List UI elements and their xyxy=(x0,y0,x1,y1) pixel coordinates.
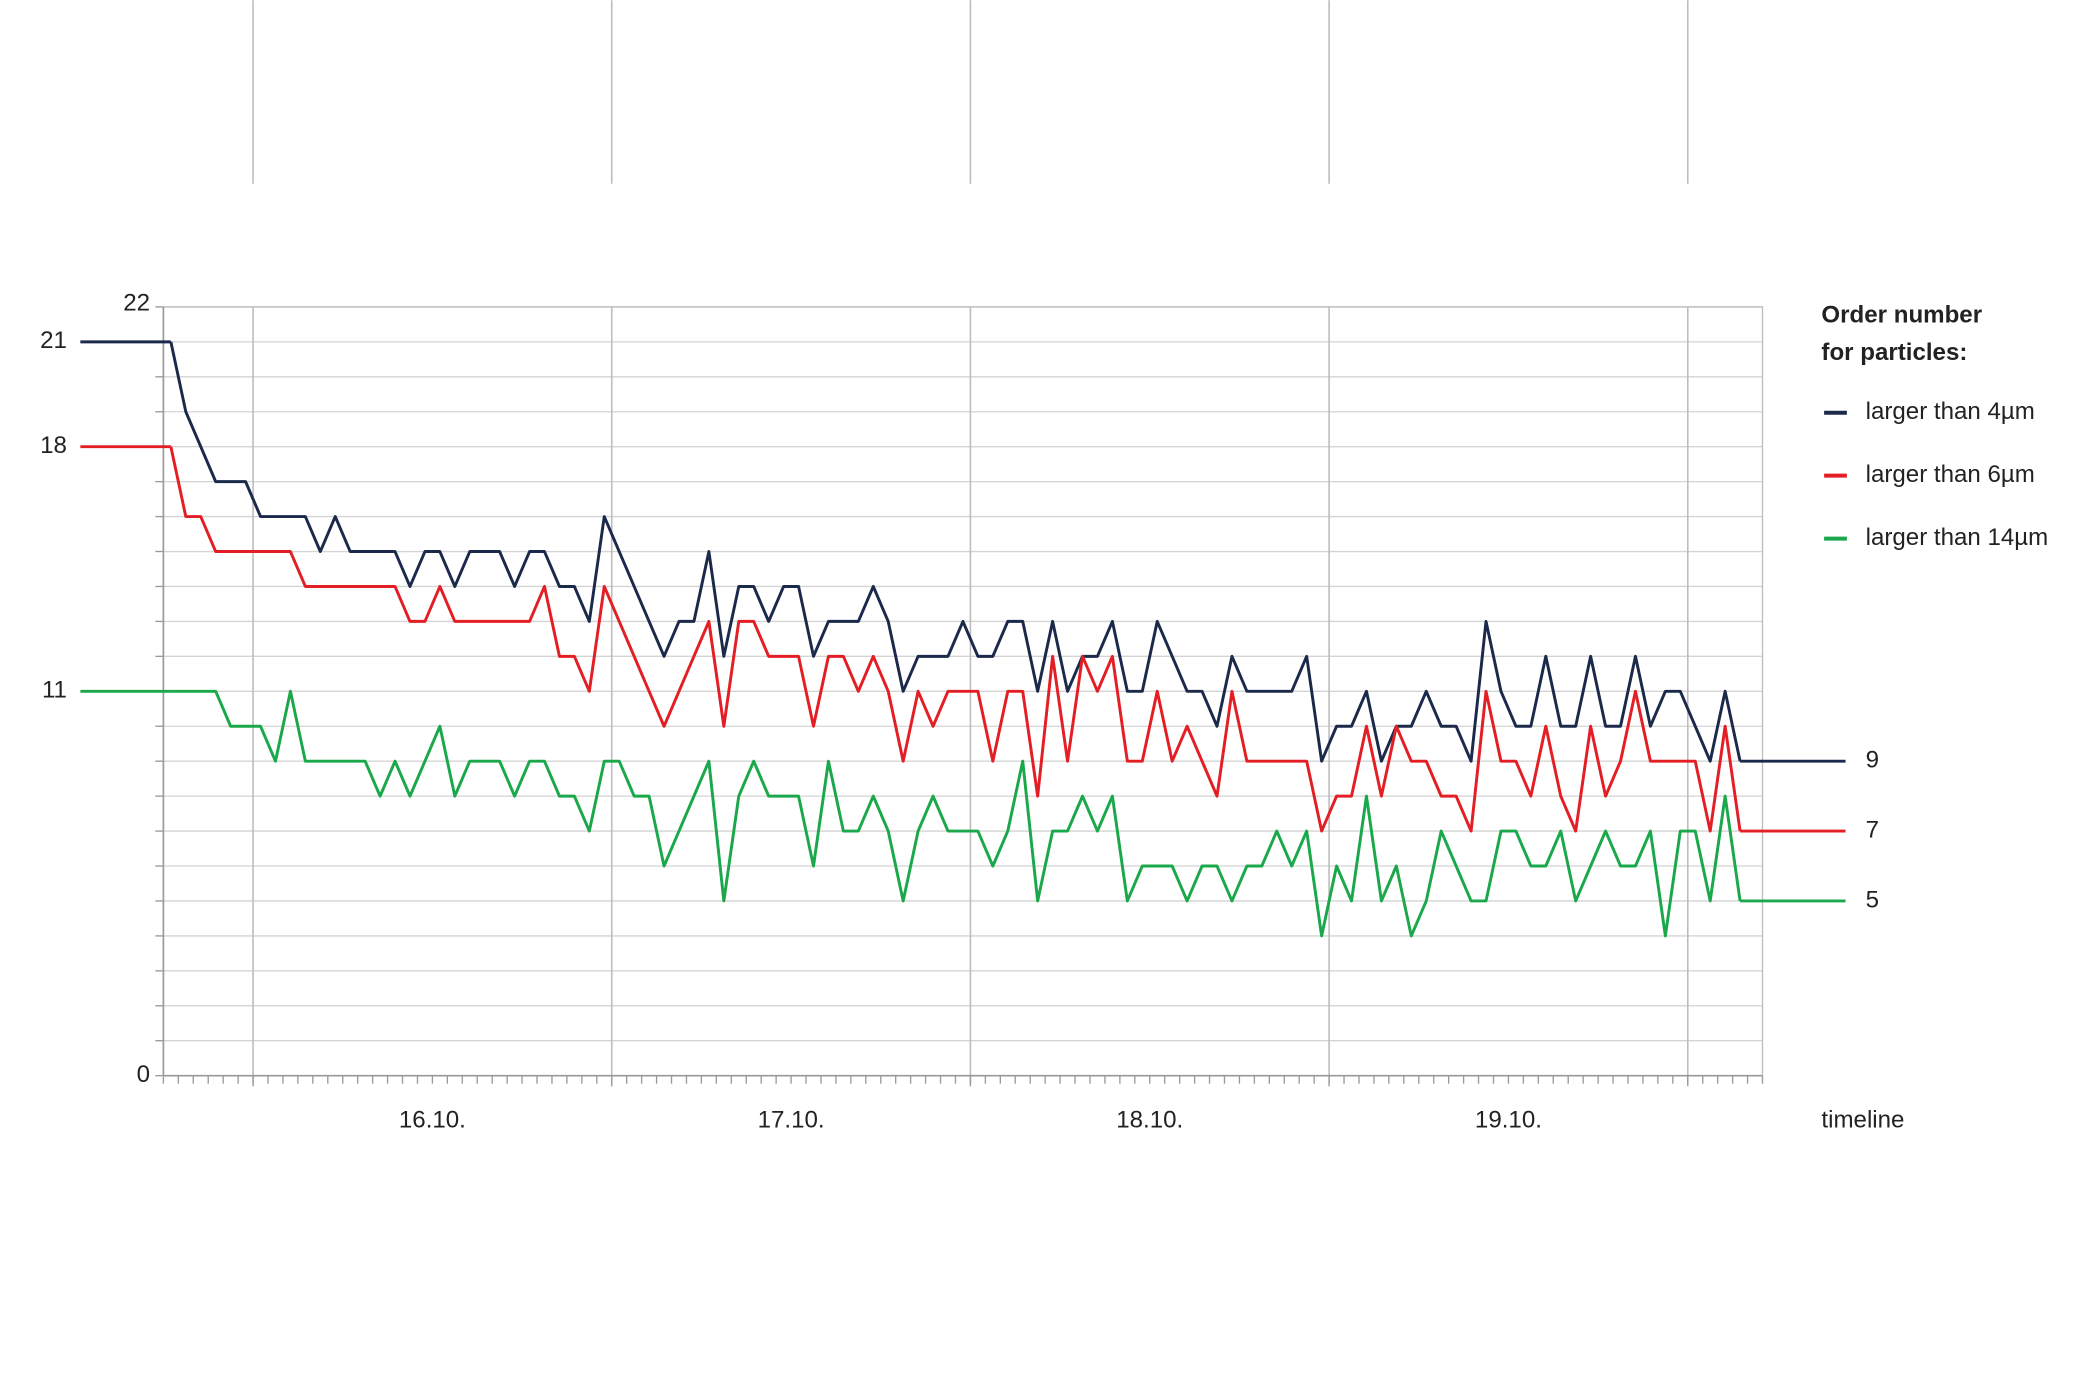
y-tick-label: 0 xyxy=(137,1061,150,1088)
series-line xyxy=(169,446,1742,833)
x-axis-label: timeline xyxy=(1821,1107,1904,1134)
legend-label: larger than 14µm xyxy=(1866,524,2049,551)
x-tick-label: 18.10. xyxy=(1116,1107,1183,1134)
x-tick-label: 17.10. xyxy=(758,1107,825,1134)
y-tick-label: 18 xyxy=(40,432,67,459)
series-line xyxy=(170,689,1742,938)
x-tick-label: 16.10. xyxy=(399,1107,466,1134)
y-tick-label: 11 xyxy=(42,677,67,704)
y-tick-label: 22 xyxy=(123,290,150,317)
series-line xyxy=(169,341,1742,763)
x-tick-label: 19.10. xyxy=(1475,1107,1542,1134)
legend-label: larger than 4µm xyxy=(1866,398,2035,425)
end-label: 5 xyxy=(1866,886,1879,913)
end-label: 9 xyxy=(1866,747,1879,774)
end-label: 7 xyxy=(1866,816,1879,843)
legend-title: for particles: xyxy=(1821,339,1967,366)
legend-label: larger than 6µm xyxy=(1866,461,2035,488)
legend-title: Order number xyxy=(1821,302,1982,329)
y-tick-label: 21 xyxy=(40,327,67,354)
